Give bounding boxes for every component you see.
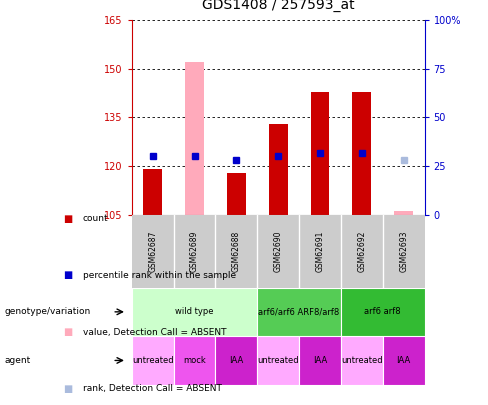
Text: GSM62693: GSM62693 <box>399 230 408 272</box>
Text: mock: mock <box>183 356 206 365</box>
Text: GSM62692: GSM62692 <box>357 230 366 272</box>
Bar <box>394 211 413 215</box>
Text: wild type: wild type <box>175 307 214 316</box>
Bar <box>269 124 287 215</box>
Text: arf6 arf8: arf6 arf8 <box>365 307 401 316</box>
Text: GSM62688: GSM62688 <box>232 230 241 272</box>
Text: agent: agent <box>5 356 31 365</box>
Text: ■: ■ <box>63 214 73 224</box>
Bar <box>352 92 371 215</box>
Text: IAA: IAA <box>397 356 411 365</box>
Text: percentile rank within the sample: percentile rank within the sample <box>83 271 236 280</box>
Text: GSM62690: GSM62690 <box>274 230 283 272</box>
Bar <box>227 173 246 215</box>
Bar <box>299 336 341 385</box>
Bar <box>310 92 329 215</box>
Bar <box>132 336 174 385</box>
Bar <box>185 62 204 215</box>
Text: untreated: untreated <box>132 356 174 365</box>
Text: rank, Detection Call = ABSENT: rank, Detection Call = ABSENT <box>83 384 222 393</box>
Text: count: count <box>83 214 109 223</box>
Text: arf6/arf6 ARF8/arf8: arf6/arf6 ARF8/arf8 <box>259 307 340 316</box>
Text: IAA: IAA <box>313 356 327 365</box>
Bar <box>341 336 383 385</box>
Text: IAA: IAA <box>229 356 244 365</box>
Bar <box>143 169 162 215</box>
Text: GSM62687: GSM62687 <box>148 230 157 272</box>
Bar <box>341 288 425 336</box>
Bar <box>215 336 257 385</box>
Text: untreated: untreated <box>257 356 299 365</box>
Text: untreated: untreated <box>341 356 383 365</box>
Text: genotype/variation: genotype/variation <box>5 307 91 316</box>
Text: ■: ■ <box>63 327 73 337</box>
Bar <box>174 336 215 385</box>
Text: ■: ■ <box>63 384 73 394</box>
Text: GSM62691: GSM62691 <box>315 230 325 272</box>
Text: GSM62689: GSM62689 <box>190 230 199 272</box>
Text: value, Detection Call = ABSENT: value, Detection Call = ABSENT <box>83 328 226 337</box>
Text: GDS1408 / 257593_at: GDS1408 / 257593_at <box>202 0 354 12</box>
Text: ■: ■ <box>63 271 73 280</box>
Bar <box>257 336 299 385</box>
Bar <box>383 336 425 385</box>
Bar <box>257 288 341 336</box>
Bar <box>132 288 257 336</box>
